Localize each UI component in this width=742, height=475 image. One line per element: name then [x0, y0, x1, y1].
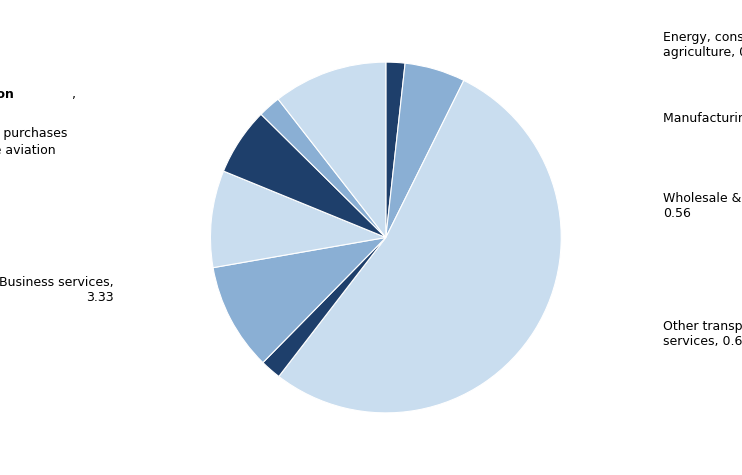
Wedge shape: [213, 238, 386, 362]
Wedge shape: [386, 63, 464, 238]
Wedge shape: [223, 114, 386, 238]
Text: US$ billion: US$ billion: [0, 88, 13, 102]
Wedge shape: [261, 99, 386, 238]
Text: ,: ,: [72, 88, 76, 102]
Text: Other transport
services, 0.62: Other transport services, 0.62: [663, 320, 742, 348]
Wedge shape: [386, 62, 405, 238]
Wedge shape: [263, 238, 386, 377]
Text: Energy, construction &
agriculture, 0.13: Energy, construction & agriculture, 0.13: [663, 30, 742, 58]
Wedge shape: [278, 62, 386, 238]
Text: Business services,
3.33: Business services, 3.33: [0, 276, 114, 304]
Text: Manufacturing, 0.39: Manufacturing, 0.39: [663, 112, 742, 125]
Text: Wholesale & retail,
0.56: Wholesale & retail, 0.56: [663, 192, 742, 220]
Wedge shape: [211, 171, 386, 268]
Wedge shape: [279, 80, 561, 413]
Text: excluding purchases
within the aviation
sector: excluding purchases within the aviation …: [0, 127, 67, 174]
